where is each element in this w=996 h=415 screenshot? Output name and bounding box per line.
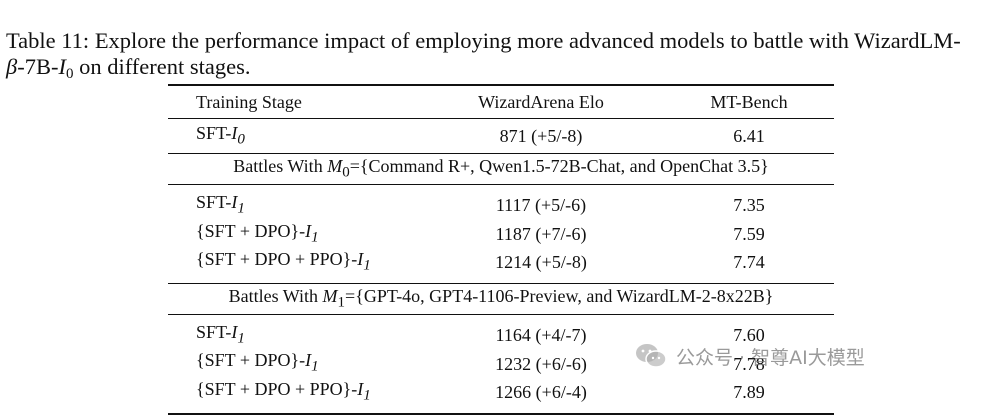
mt-cell: 7.60 [733, 325, 765, 346]
results-table: Training Stage WizardArena Elo MT-Bench … [168, 84, 834, 415]
elo-cell: 1232 (+6/-6) [495, 353, 587, 374]
stage-cell: SFT-I1 [196, 321, 245, 347]
group-label: Battles With M1={GPT-4o, GPT4-1106-Previ… [228, 285, 774, 311]
mt-cell: 7.89 [733, 382, 765, 403]
elo-cell: 1266 (+6/-4) [495, 382, 587, 403]
mt-cell: 7.35 [733, 195, 765, 216]
table-row: {SFT + DPO + PPO}-I1 1214 (+5/-8) 7.74 [168, 248, 834, 283]
table-caption: Table 11: Explore the performance impact… [6, 28, 961, 82]
elo-cell: 1164 (+4/-7) [495, 325, 587, 346]
elo-cell: 871 (+5/-8) [499, 125, 583, 146]
mt-cell: 7.78 [733, 353, 765, 374]
header-elo: WizardArena Elo [478, 91, 604, 112]
stage-cell: SFT-I0 [196, 123, 245, 148]
mt-cell: 6.41 [733, 125, 765, 146]
wechat-icon [634, 342, 668, 370]
elo-cell: 1214 (+5/-8) [495, 252, 587, 273]
stage-cell: {SFT + DPO}-I1 [196, 220, 319, 246]
table-row: {SFT + DPO + PPO}-I1 1266 (+6/-4) 7.89 [168, 378, 834, 414]
table-header-row: Training Stage WizardArena Elo MT-Bench [168, 85, 834, 119]
stage-cell: {SFT + DPO + PPO}-I1 [196, 378, 371, 404]
table-row: {SFT + DPO}-I1 1232 (+6/-6) 7.78 [168, 349, 834, 378]
group-label-m0: Battles With M0={Command R+, Qwen1.5-72B… [168, 153, 834, 185]
table-row-base: SFT-I0 871 (+5/-8) 6.41 [168, 118, 834, 154]
watermark: 公众号 · 智尊AI大模型 [634, 338, 865, 374]
mt-cell: 7.74 [733, 252, 765, 273]
stage-cell: SFT-I1 [196, 192, 245, 217]
header-mt-bench: MT-Bench [710, 91, 788, 112]
watermark-text: 公众号 · 智尊AI大模型 [676, 346, 865, 369]
table-row: SFT-I1 1117 (+5/-6) 7.35 [168, 184, 834, 220]
group-label: Battles With M0={Command R+, Qwen1.5-72B… [233, 156, 769, 181]
elo-cell: 1187 (+7/-6) [495, 223, 587, 244]
table-row: {SFT + DPO}-I1 1187 (+7/-6) 7.59 [168, 220, 834, 249]
stage-cell: {SFT + DPO}-I1 [196, 350, 319, 375]
stage-cell: {SFT + DPO + PPO}-I1 [196, 249, 371, 274]
elo-cell: 1117 (+5/-6) [495, 195, 587, 216]
header-training-stage: Training Stage [196, 91, 302, 112]
table-row: SFT-I1 1164 (+4/-7) 7.60 [168, 314, 834, 349]
mt-cell: 7.59 [733, 223, 765, 244]
group-label-m1: Battles With M1={GPT-4o, GPT4-1106-Previ… [168, 283, 834, 314]
